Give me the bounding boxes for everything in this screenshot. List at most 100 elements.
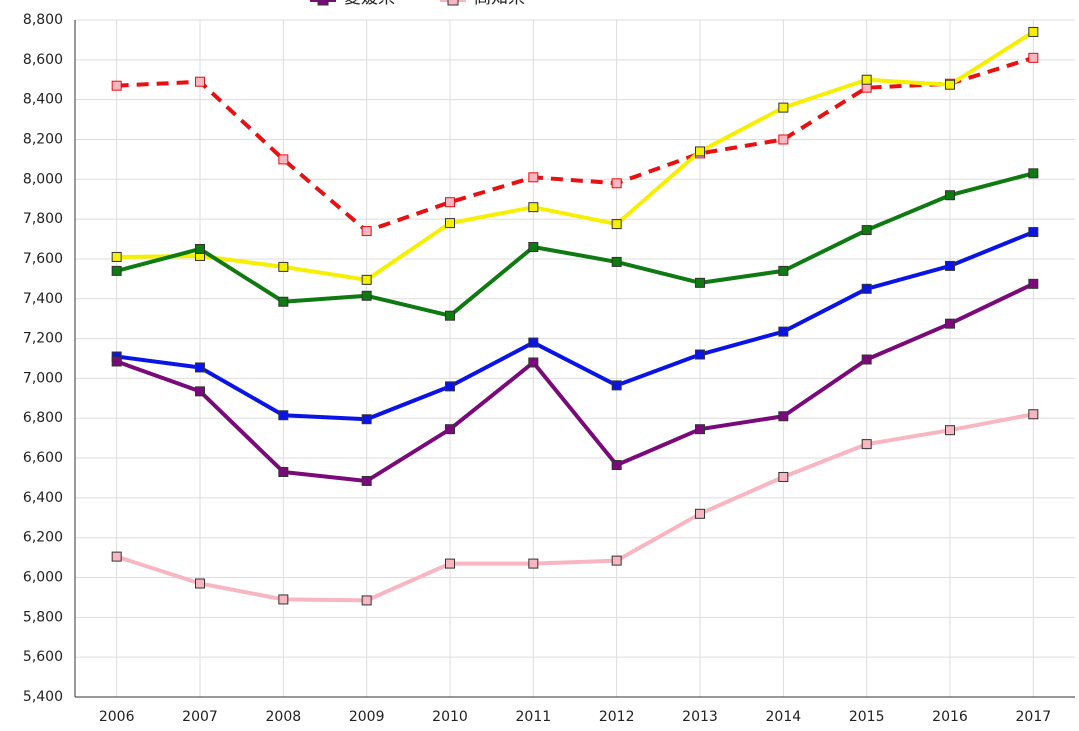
y-tick-label: 7,600 — [23, 251, 63, 267]
point — [528, 357, 539, 368]
point — [861, 225, 872, 236]
point — [361, 414, 372, 425]
series-line — [115, 282, 1035, 483]
x-tick-label: 2016 — [932, 709, 968, 725]
point — [1028, 26, 1039, 37]
y-tick-label: 7,000 — [23, 370, 63, 386]
point — [278, 296, 289, 307]
series-line — [116, 30, 1035, 282]
point — [778, 102, 789, 113]
y-tick-label: 7,200 — [23, 331, 63, 347]
point — [361, 475, 372, 486]
y-tick-label: 8,000 — [23, 171, 63, 187]
point — [945, 318, 955, 329]
point — [195, 578, 205, 589]
point — [195, 76, 205, 87]
point — [361, 290, 372, 301]
point — [278, 261, 289, 272]
y-tick-label: 8,400 — [23, 92, 63, 108]
legend-label: 高知県 — [474, 0, 525, 8]
series-line — [116, 230, 1035, 422]
point — [778, 326, 789, 337]
point — [1028, 52, 1039, 63]
point — [861, 354, 872, 365]
point — [278, 410, 289, 421]
point — [945, 425, 955, 436]
point — [528, 558, 539, 569]
point — [945, 260, 955, 271]
y-tick-label: 6,800 — [23, 410, 63, 426]
point — [695, 349, 705, 360]
point — [528, 202, 539, 213]
point — [445, 218, 455, 229]
point — [861, 439, 872, 450]
x-tick-label: 2009 — [349, 709, 385, 725]
point — [778, 471, 789, 482]
x-tick-label: 2017 — [1016, 709, 1052, 725]
point — [528, 241, 539, 252]
point — [695, 146, 705, 157]
point — [445, 310, 455, 321]
y-tick-label: 7,400 — [23, 291, 63, 307]
point — [611, 256, 622, 267]
point — [778, 134, 789, 145]
x-tick-label: 2011 — [516, 709, 552, 725]
point — [278, 466, 289, 477]
point — [195, 243, 205, 254]
point — [111, 551, 122, 562]
point — [861, 74, 872, 85]
point — [111, 251, 122, 262]
point — [778, 265, 789, 276]
point — [695, 277, 705, 288]
y-tick-label: 8,600 — [23, 52, 63, 68]
point — [361, 274, 372, 285]
y-tick-label: 7,800 — [23, 211, 63, 227]
point — [528, 172, 539, 183]
legend-label: 愛媛県 — [344, 0, 395, 8]
point — [945, 190, 955, 201]
series-line — [116, 412, 1034, 603]
point — [195, 362, 205, 373]
y-tick-label: 5,600 — [23, 649, 63, 665]
point — [445, 197, 455, 208]
point — [278, 154, 289, 165]
point — [361, 226, 372, 237]
y-tick-label: 6,400 — [23, 490, 63, 506]
x-tick-label: 2006 — [99, 709, 135, 725]
series-line — [116, 171, 1034, 318]
x-tick-label: 2015 — [849, 709, 885, 725]
x-tick-label: 2012 — [599, 709, 635, 725]
point — [695, 508, 705, 519]
point — [1028, 409, 1039, 420]
y-tick-label: 5,400 — [23, 689, 63, 705]
point — [445, 424, 455, 435]
point — [111, 356, 122, 367]
point — [528, 337, 539, 348]
x-tick-label: 2010 — [432, 709, 468, 725]
point — [111, 80, 122, 91]
legend-marker — [317, 0, 329, 6]
y-tick-label: 6,600 — [23, 450, 63, 466]
point — [611, 460, 622, 471]
point — [278, 594, 289, 605]
y-tick-label: 5,800 — [23, 609, 63, 625]
point — [445, 558, 455, 569]
point — [195, 386, 205, 397]
point — [1028, 168, 1039, 179]
point — [1028, 227, 1039, 238]
y-tick-label: 8,200 — [23, 131, 63, 147]
point — [695, 424, 705, 435]
point — [611, 178, 622, 189]
grid — [75, 19, 1075, 698]
y-tick-label: 6,000 — [23, 570, 63, 586]
x-tick-label: 2013 — [682, 709, 718, 725]
x-tick-label: 2007 — [182, 709, 218, 725]
y-tick-label: 6,200 — [23, 530, 63, 546]
point — [611, 380, 622, 391]
series-line — [116, 55, 1034, 234]
legend-marker — [447, 0, 459, 6]
y-tick-label: 8,800 — [23, 12, 63, 28]
point — [861, 283, 872, 294]
